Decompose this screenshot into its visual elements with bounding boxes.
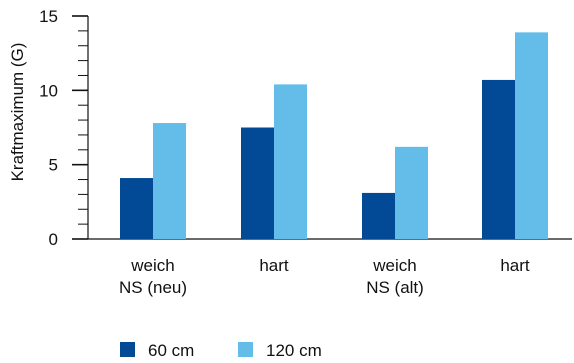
legend-label: 120 cm: [266, 341, 322, 360]
y-axis-ticks: 0 5 10 15: [39, 7, 88, 249]
legend-label: 60 cm: [148, 341, 194, 360]
bar-120cm: [395, 146, 428, 239]
bar-120cm: [515, 32, 548, 239]
y-tick-label: 10: [39, 81, 58, 100]
x-category-label: NS (neu): [119, 278, 187, 297]
bar-60cm: [241, 127, 274, 239]
bar-60cm: [362, 192, 395, 239]
y-tick-label: 15: [39, 7, 58, 26]
x-category-label: hart: [500, 256, 530, 275]
bar-120cm: [153, 123, 186, 239]
bars: [120, 32, 548, 240]
legend: 60 cm 120 cm: [120, 341, 322, 360]
x-axis-labels: weich NS (neu) hart weich NS (alt) hart: [119, 256, 530, 297]
bar-120cm: [274, 84, 307, 240]
legend-swatch: [238, 342, 253, 357]
bar-60cm: [482, 79, 515, 239]
x-category-label: NS (alt): [366, 278, 424, 297]
legend-swatch: [120, 342, 135, 357]
y-axis-label: Kraftmaximum (G): [8, 43, 27, 182]
y-tick-label: 0: [49, 230, 58, 249]
x-category-label: weich: [372, 256, 416, 275]
x-category-label: hart: [259, 256, 289, 275]
bar-60cm: [120, 178, 153, 239]
x-category-label: weich: [130, 256, 174, 275]
y-tick-label: 5: [49, 156, 58, 175]
